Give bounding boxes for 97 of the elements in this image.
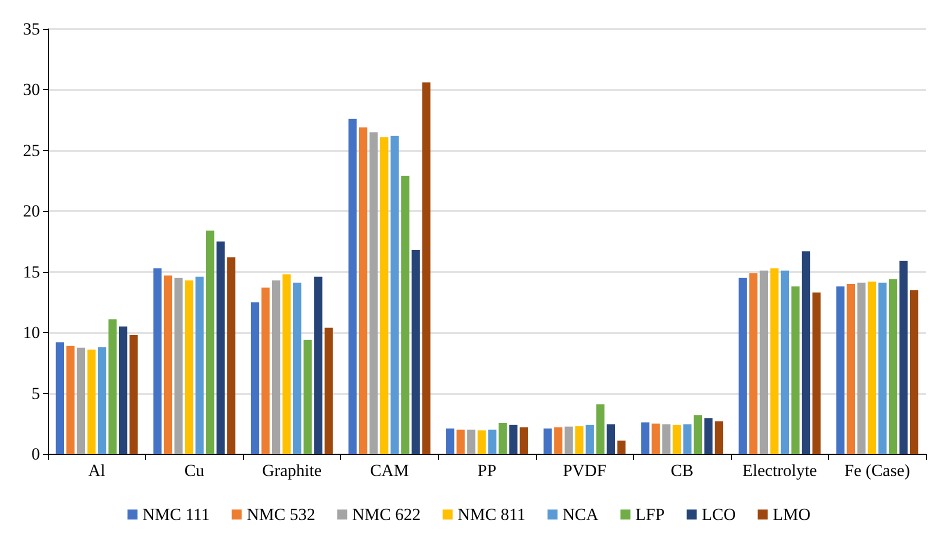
bar	[250, 302, 260, 454]
bar	[498, 423, 507, 454]
bar	[641, 422, 650, 454]
bar	[206, 230, 214, 454]
bar	[899, 260, 908, 454]
x-tick-label: Electrolyte	[742, 461, 817, 480]
bar	[749, 273, 758, 454]
x-tick-label: CAM	[370, 461, 409, 480]
bar	[153, 268, 162, 454]
bar	[520, 427, 528, 454]
bar	[714, 421, 724, 454]
bar	[544, 428, 552, 454]
bar	[108, 319, 117, 454]
bar	[760, 270, 768, 454]
x-tick-label: PVDF	[562, 461, 606, 480]
bar	[791, 286, 800, 454]
bar	[164, 276, 172, 454]
bar	[282, 274, 291, 454]
bar	[467, 430, 476, 454]
legend-label: NMC 111	[142, 505, 210, 524]
bar	[780, 270, 790, 454]
y-tick-label: 5	[32, 384, 40, 403]
bar	[56, 342, 64, 454]
bar	[770, 268, 779, 454]
x-tick-label: Fe (Case)	[844, 461, 910, 480]
bar	[272, 280, 280, 454]
bar	[478, 430, 486, 454]
bar	[118, 326, 128, 454]
x-tick-label: PP	[478, 461, 496, 480]
legend-label: LCO	[702, 505, 736, 524]
bar	[738, 278, 747, 454]
bar	[888, 279, 898, 454]
legend-label: NMC 622	[352, 505, 421, 524]
bar	[554, 427, 562, 454]
bar	[261, 288, 270, 454]
bar	[293, 282, 302, 454]
bar	[575, 426, 584, 454]
y-tick-label: 30	[23, 80, 40, 100]
bar	[846, 284, 856, 454]
bar	[802, 251, 810, 454]
bar	[314, 276, 322, 454]
bar	[380, 137, 388, 454]
x-tick-label: Graphite	[262, 461, 322, 480]
bar	[509, 424, 518, 454]
bar	[227, 257, 236, 454]
bar	[606, 424, 615, 454]
bar	[130, 335, 138, 454]
bar	[76, 348, 86, 454]
x-tick-label: Cu	[184, 461, 205, 480]
bar	[564, 426, 573, 454]
legend-label: NMC 811	[458, 505, 526, 524]
x-tick-label: CB	[670, 461, 694, 480]
bar	[216, 242, 225, 454]
y-tick-label: 35	[23, 20, 40, 38]
bar	[586, 424, 594, 454]
bar	[390, 136, 399, 454]
bar	[672, 424, 681, 454]
y-tick-label: 10	[23, 323, 40, 342]
bar	[836, 286, 844, 454]
bar	[596, 404, 604, 454]
bar	[868, 282, 876, 454]
bar	[910, 290, 918, 454]
bar	[324, 328, 333, 454]
y-tick-label: 0	[32, 444, 40, 464]
bar	[878, 282, 887, 454]
bar	[652, 424, 660, 454]
bar	[422, 82, 430, 454]
bar	[174, 278, 183, 454]
bar	[704, 418, 713, 454]
bar	[370, 132, 378, 454]
legend-label: LMO	[772, 505, 810, 524]
bar	[66, 346, 75, 454]
bar	[184, 280, 194, 454]
bar	[617, 440, 626, 454]
legend-label: NMC 532	[246, 505, 316, 524]
bar	[195, 276, 204, 454]
bar	[694, 415, 702, 454]
bar	[488, 430, 496, 454]
bar	[812, 292, 821, 454]
legend-label: NCA	[562, 505, 600, 524]
y-tick-label: 20	[23, 202, 40, 221]
bar	[348, 118, 357, 454]
bar	[98, 347, 106, 454]
legend-label: LFP	[635, 505, 665, 524]
bar	[683, 424, 692, 454]
y-tick-label: 15	[23, 262, 40, 282]
y-tick-label: 25	[23, 140, 40, 160]
bar	[446, 428, 454, 454]
bar	[456, 430, 465, 454]
bar	[401, 176, 410, 454]
bar	[87, 350, 96, 454]
bar	[857, 282, 866, 454]
bar	[662, 424, 670, 454]
bar	[412, 250, 420, 454]
x-tick-label: Al	[88, 461, 106, 480]
bar	[304, 340, 312, 454]
bar	[359, 127, 368, 454]
